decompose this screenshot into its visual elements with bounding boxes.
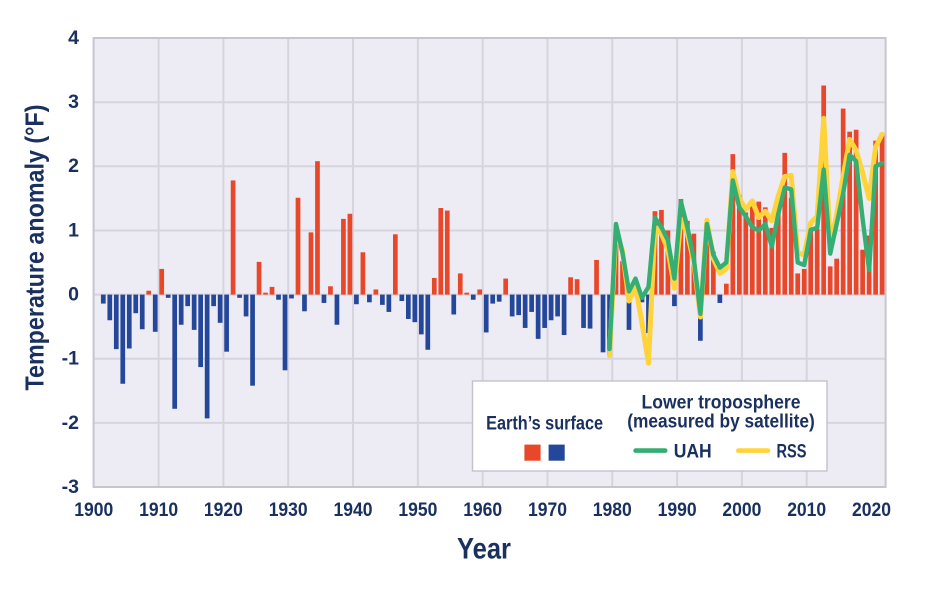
- svg-text:-3: -3: [62, 476, 79, 498]
- svg-text:Earth’s surface: Earth’s surface: [486, 413, 603, 434]
- svg-text:1960: 1960: [463, 499, 502, 521]
- svg-text:2: 2: [68, 155, 79, 177]
- svg-text:(measured by satellite): (measured by satellite): [627, 411, 815, 432]
- svg-text:3: 3: [68, 91, 79, 113]
- svg-text:2020: 2020: [852, 499, 891, 521]
- svg-text:1940: 1940: [334, 499, 373, 521]
- svg-text:UAH: UAH: [674, 442, 712, 463]
- svg-text:1900: 1900: [74, 499, 113, 521]
- svg-text:Temperature anomaly (°F): Temperature anomaly (°F): [20, 105, 50, 391]
- svg-text:1970: 1970: [528, 499, 567, 521]
- svg-text:1: 1: [68, 219, 79, 241]
- svg-text:-1: -1: [62, 348, 79, 370]
- svg-text:1950: 1950: [398, 499, 437, 521]
- svg-text:2010: 2010: [787, 499, 826, 521]
- svg-text:-2: -2: [62, 412, 79, 434]
- svg-text:1990: 1990: [658, 499, 697, 521]
- svg-text:RSS: RSS: [777, 442, 807, 463]
- svg-text:1930: 1930: [269, 499, 308, 521]
- svg-text:Year: Year: [457, 533, 511, 566]
- svg-text:4: 4: [68, 27, 79, 49]
- svg-text:0: 0: [68, 284, 79, 306]
- svg-text:2000: 2000: [722, 499, 761, 521]
- svg-text:1910: 1910: [139, 499, 178, 521]
- svg-text:1980: 1980: [593, 499, 632, 521]
- svg-text:Lower troposphere: Lower troposphere: [642, 392, 801, 413]
- svg-text:1920: 1920: [204, 499, 243, 521]
